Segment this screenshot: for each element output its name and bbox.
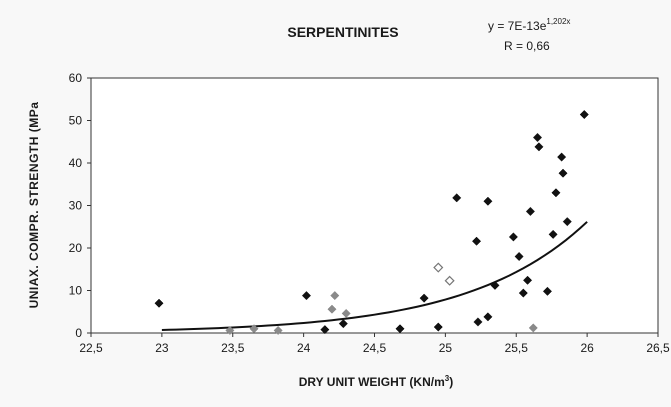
x-tick-label: 25,5 [505, 341, 529, 355]
data-point [249, 324, 259, 334]
data-point [562, 217, 572, 227]
x-axis-label: DRY UNIT WEIGHT (KN/m3) [299, 374, 453, 389]
data-point [473, 317, 483, 327]
y-tick-label: 10 [69, 284, 83, 298]
trendline-group [161, 221, 588, 331]
data-point [490, 280, 500, 290]
data-point [542, 286, 552, 296]
x-tick-label: 23,5 [221, 341, 245, 355]
data-point [154, 298, 164, 308]
data-point [433, 322, 443, 332]
x-axis-label-superscript: 3 [445, 374, 450, 383]
data-point [558, 168, 568, 178]
data-point [433, 262, 444, 273]
data-point [444, 275, 455, 286]
equation-exponent: 1,202x [546, 17, 570, 26]
data-point [327, 304, 337, 314]
data-point [508, 232, 518, 242]
data-point [395, 324, 405, 334]
data-points [154, 109, 589, 336]
data-point [301, 291, 312, 301]
data-point [518, 288, 528, 298]
data-point [514, 251, 524, 262]
equation-annotation: y = 7E-13e1,202x [488, 17, 570, 33]
x-tick-label: 24,5 [363, 341, 387, 355]
x-tick-label: 24 [297, 341, 311, 355]
x-axis-label-end: ) [449, 375, 453, 389]
data-point [534, 142, 544, 152]
data-point [472, 236, 482, 246]
data-point [525, 206, 535, 217]
data-point [579, 109, 589, 120]
x-axis-label-main: DRY UNIT WEIGHT (KN/m [299, 375, 445, 389]
data-point [452, 193, 462, 203]
data-point [548, 229, 558, 239]
data-point [557, 152, 567, 162]
data-point [483, 196, 493, 206]
x-tick-label: 23 [155, 341, 169, 355]
data-point [483, 312, 493, 322]
y-tick-label: 30 [69, 199, 83, 213]
y-axis-ticks: 0 10 20 30 40 50 60 [69, 71, 91, 340]
data-point [419, 293, 429, 303]
data-point [225, 325, 235, 336]
x-tick-label: 26,5 [646, 341, 670, 355]
data-point [551, 188, 561, 198]
x-tick-label: 26 [580, 341, 594, 355]
y-tick-label: 20 [69, 241, 83, 255]
x-tick-label: 22,5 [79, 341, 103, 355]
plot-area [90, 77, 659, 334]
data-point [320, 325, 330, 335]
x-axis-ticks: 22,5 23 23,5 24 24,5 25 25,5 26 26,5 [79, 333, 670, 355]
r-value-annotation: R = 0,66 [504, 39, 550, 53]
y-tick-label: 60 [69, 71, 83, 85]
chart-title: SERPENTINITES [287, 24, 398, 40]
equation-prefix: y = 7E-13e [488, 19, 547, 33]
y-tick-label: 50 [69, 114, 83, 128]
data-point [341, 308, 351, 319]
trendline [161, 221, 588, 331]
x-tick-label: 25 [439, 341, 453, 355]
data-point [532, 132, 543, 143]
data-point [338, 319, 348, 329]
data-point [523, 275, 533, 285]
data-point [528, 323, 538, 333]
data-point [330, 291, 340, 301]
y-tick-label: 40 [69, 156, 83, 170]
y-axis-label: UNIAX. COMPR. STRENGTH (MPa [27, 102, 41, 309]
y-tick-label: 0 [75, 326, 82, 340]
data-point [273, 325, 283, 336]
